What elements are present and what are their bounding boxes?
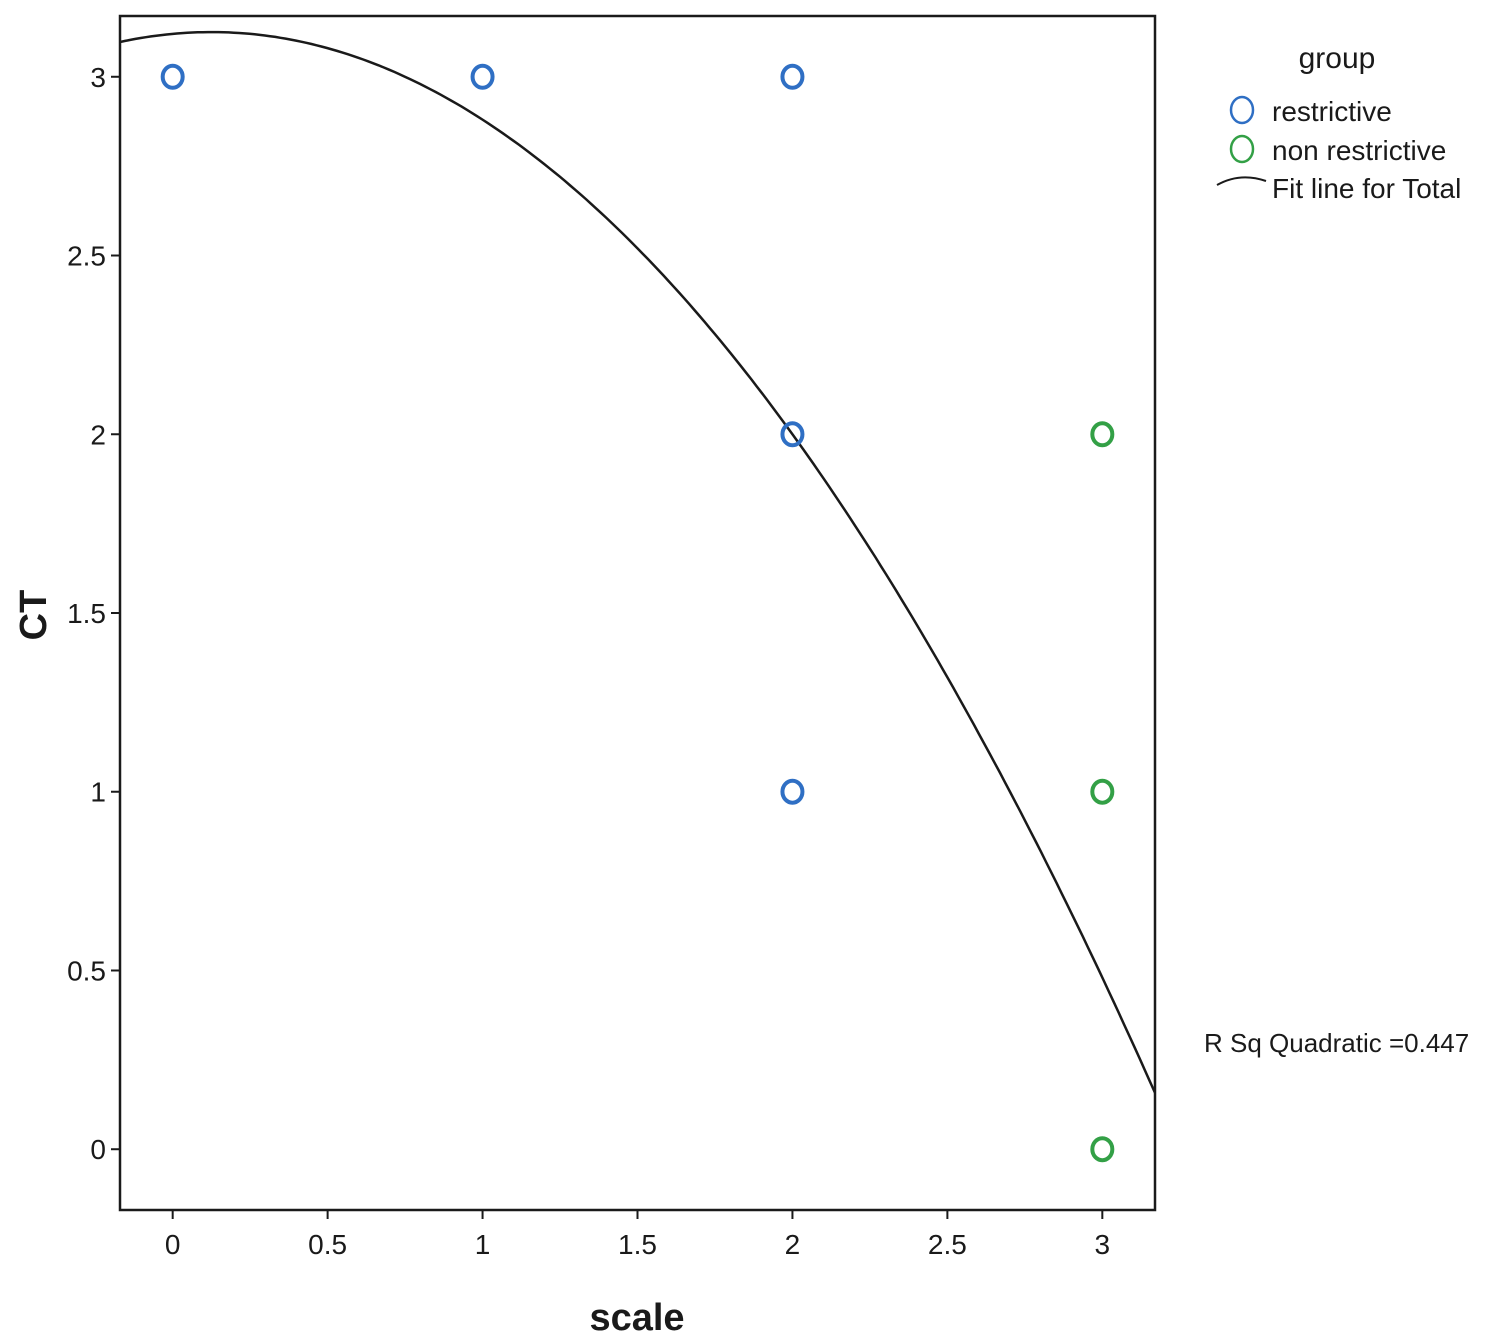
data-point-non-restrictive	[1090, 421, 1115, 448]
y-tick-label: 0	[90, 1134, 106, 1165]
legend: group restrictive non restrictive Fit li…	[1216, 42, 1461, 204]
legend-label-restrictive: restrictive	[1272, 96, 1392, 127]
y-tick-label: 2	[90, 419, 106, 450]
legend-marker-non-restrictive	[1229, 134, 1255, 164]
legend-fit-line-marker	[1216, 176, 1267, 186]
r-squared-annotation: R Sq Quadratic =0.447	[1204, 1028, 1469, 1058]
legend-title: group	[1299, 42, 1376, 75]
fit-line-layer	[120, 30, 1155, 1094]
data-point-non-restrictive	[1090, 778, 1115, 805]
x-tick-label: 1.5	[618, 1229, 657, 1260]
legend-label-fit-line: Fit line for Total	[1272, 173, 1461, 204]
y-tick-label: 2.5	[67, 241, 106, 272]
data-point-restrictive	[780, 421, 805, 448]
data-point-restrictive	[780, 63, 805, 90]
x-tick-label: 0	[165, 1229, 181, 1260]
y-axis-title: CT	[13, 590, 55, 641]
data-points	[160, 63, 1115, 1163]
fit-line	[120, 30, 1155, 1094]
legend-marker-restrictive	[1229, 95, 1255, 125]
y-tick-label: 0.5	[67, 955, 106, 986]
x-tick-label: 3	[1095, 1229, 1111, 1260]
y-tick-label: 1.5	[67, 598, 106, 629]
plot-frame	[118, 14, 1157, 1212]
x-axis-title: scale	[589, 1297, 684, 1333]
legend-label-non-restrictive: non restrictive	[1272, 135, 1446, 166]
x-axis: 0 0.5 1 1.5 2 2.5 3	[165, 1210, 1110, 1260]
y-axis: 0 0.5 1 1.5 2 2.5 3	[67, 62, 120, 1165]
data-point-restrictive	[780, 778, 805, 805]
data-point-non-restrictive	[1090, 1136, 1115, 1163]
data-point-restrictive	[470, 63, 495, 90]
y-tick-label: 3	[90, 62, 106, 93]
y-tick-label: 1	[90, 777, 106, 808]
x-tick-label: 0.5	[308, 1229, 347, 1260]
x-tick-label: 2	[785, 1229, 801, 1260]
data-point-restrictive	[160, 63, 185, 90]
x-tick-label: 2.5	[928, 1229, 967, 1260]
x-tick-label: 1	[475, 1229, 491, 1260]
